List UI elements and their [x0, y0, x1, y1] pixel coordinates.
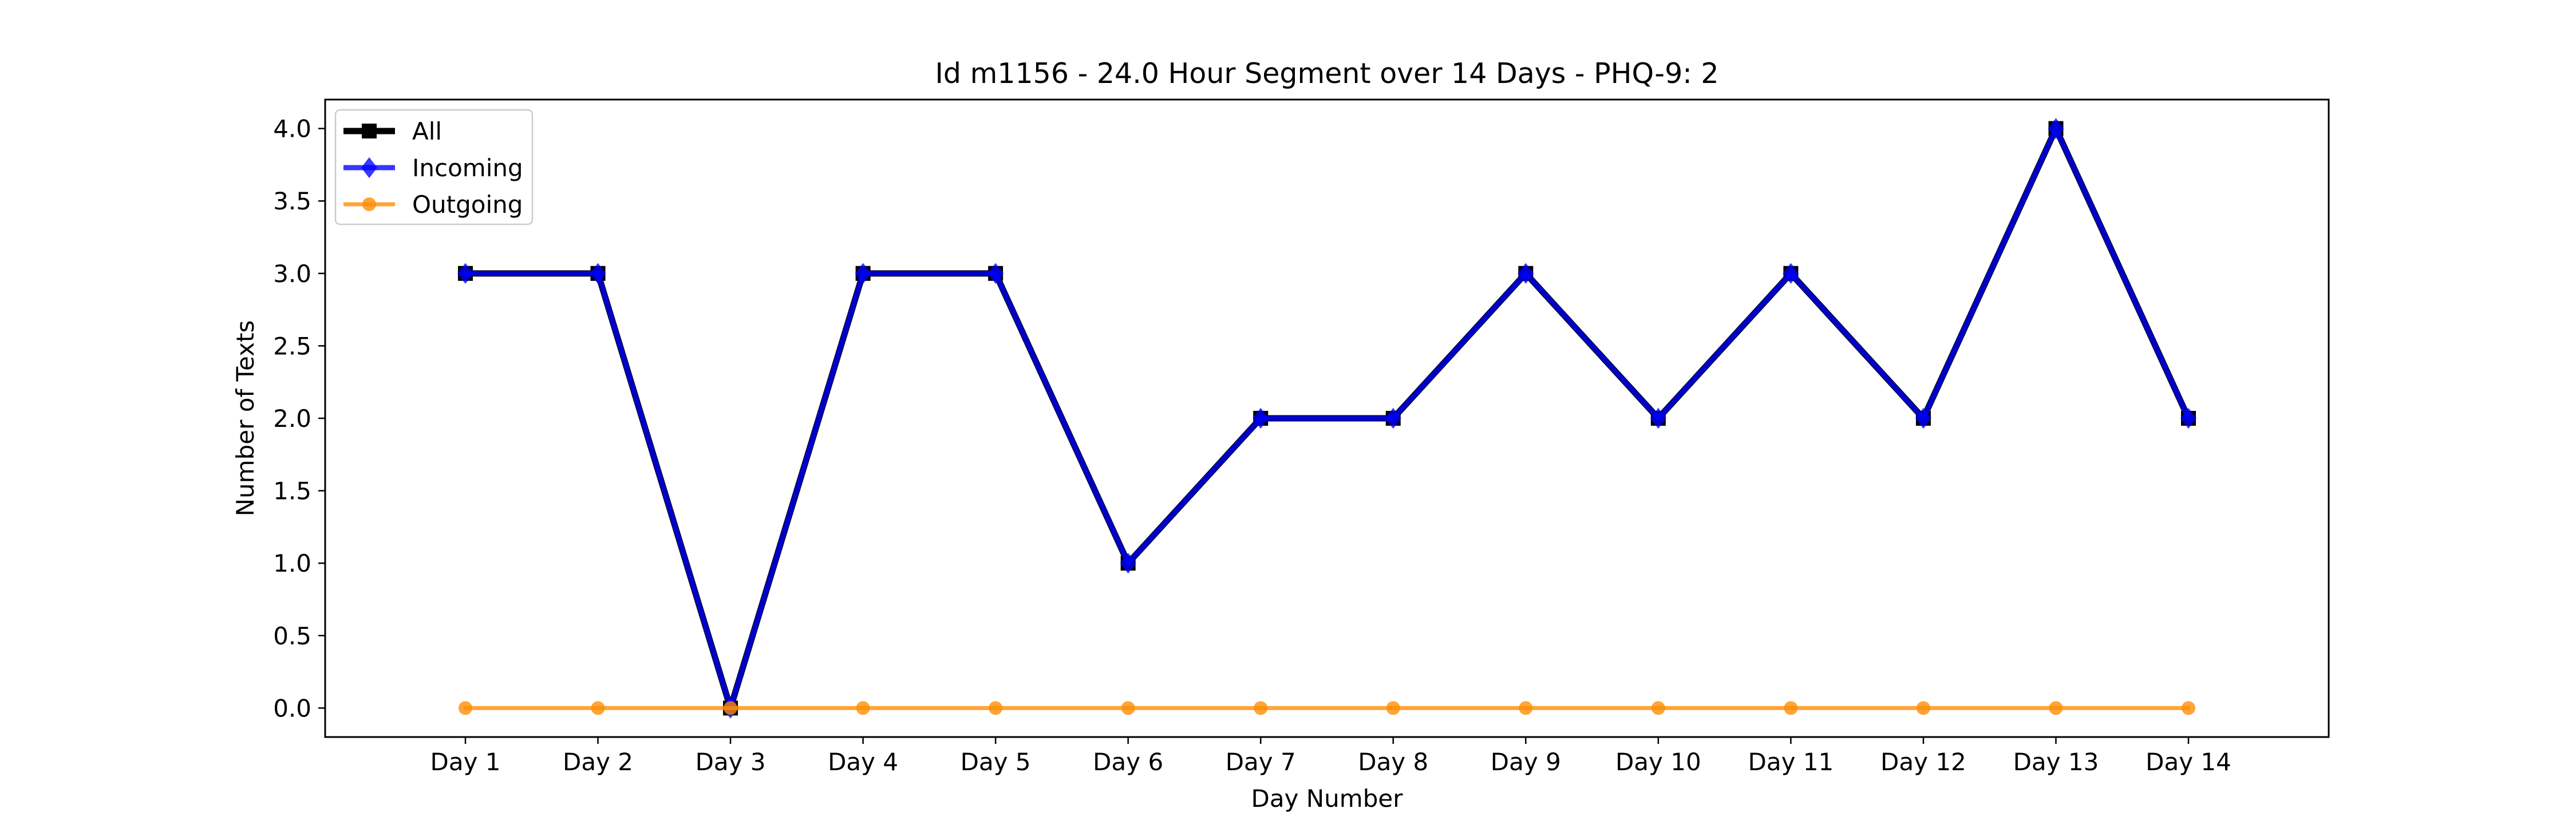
legend-box [334, 109, 534, 225]
series-point-outgoing [1651, 701, 1665, 715]
x-tick-label: Day 5 [961, 748, 1031, 776]
y-tick-label: 0.0 [273, 694, 311, 722]
series-point-incoming [2180, 407, 2196, 429]
series-point-outgoing [2049, 701, 2063, 715]
series-point-incoming [590, 263, 606, 284]
series-point-outgoing [591, 701, 605, 715]
x-tick-label: Day 3 [696, 748, 766, 776]
series-point-incoming [1385, 407, 1401, 429]
x-tick-label: Day 12 [1880, 748, 1966, 776]
legend-label-all: All [412, 117, 442, 145]
y-tick-label: 3.5 [273, 187, 311, 215]
x-tick-label: Day 4 [828, 748, 898, 776]
series-point-incoming [1518, 263, 1534, 284]
series-point-outgoing [1916, 701, 1930, 715]
series-point-outgoing [2182, 701, 2195, 715]
series-point-outgoing [856, 701, 870, 715]
series-point-incoming [1650, 407, 1666, 429]
x-tick-label: Day 8 [1358, 748, 1428, 776]
x-tick-label: Day 6 [1093, 748, 1163, 776]
series-point-outgoing [459, 701, 472, 715]
x-tick-label: Day 7 [1226, 748, 1296, 776]
x-tick-label: Day 11 [1748, 748, 1834, 776]
y-tick-label: 4.0 [273, 115, 311, 143]
x-axis-label: Day Number [1251, 785, 1403, 813]
legend-swatch-marker-incoming [361, 157, 377, 179]
series-point-incoming [1783, 263, 1799, 284]
series-point-outgoing [1254, 701, 1268, 715]
x-tick-label: Day 10 [1615, 748, 1701, 776]
x-tick-label: Day 1 [430, 748, 500, 776]
legend-label-incoming: Incoming [412, 154, 523, 182]
series-point-incoming [2048, 118, 2064, 139]
y-axis-label: Number of Texts [231, 320, 259, 517]
legend: All Incoming Outgoing [334, 109, 534, 225]
series-point-outgoing [1519, 701, 1533, 715]
series-point-incoming [1915, 407, 1931, 429]
series-line-incoming [463, 126, 2191, 711]
x-tick-label: Day 9 [1491, 748, 1561, 776]
series-point-outgoing [1386, 701, 1400, 715]
plot-area: 0.0 0.5 1.0 1.5 2.0 2.5 3.0 3.5 4.0 Day 1 Day 2 Day… [273, 98, 2330, 776]
y-tick-label: 1.5 [273, 477, 311, 505]
y-tick-label: 1.0 [273, 549, 311, 577]
series-point-outgoing [1784, 701, 1798, 715]
x-tick-label: Day 14 [2146, 748, 2231, 776]
legend-label-outgoing: Outgoing [412, 191, 523, 219]
series-point-incoming [457, 263, 473, 284]
chart-title: Id m1156 - 24.0 Hour Segment over 14 Day… [935, 57, 1718, 90]
x-tick-label: Day 2 [563, 748, 633, 776]
series-point-outgoing [1121, 701, 1135, 715]
series-point-incoming [1120, 552, 1136, 574]
legend-swatch-marker-all [362, 124, 377, 138]
x-tick-label: Day 13 [2013, 748, 2099, 776]
y-tick-label: 2.5 [273, 332, 311, 360]
series-point-incoming [1253, 407, 1269, 429]
y-tick-label: 2.0 [273, 405, 311, 433]
series-point-outgoing [989, 701, 1003, 715]
series-point-incoming [855, 263, 871, 284]
y-tick-label: 3.0 [273, 260, 311, 288]
series-point-outgoing [724, 701, 738, 715]
series-point-incoming [987, 263, 1004, 284]
legend-swatch-marker-outgoing [362, 197, 376, 211]
y-tick-label: 0.5 [273, 622, 311, 650]
